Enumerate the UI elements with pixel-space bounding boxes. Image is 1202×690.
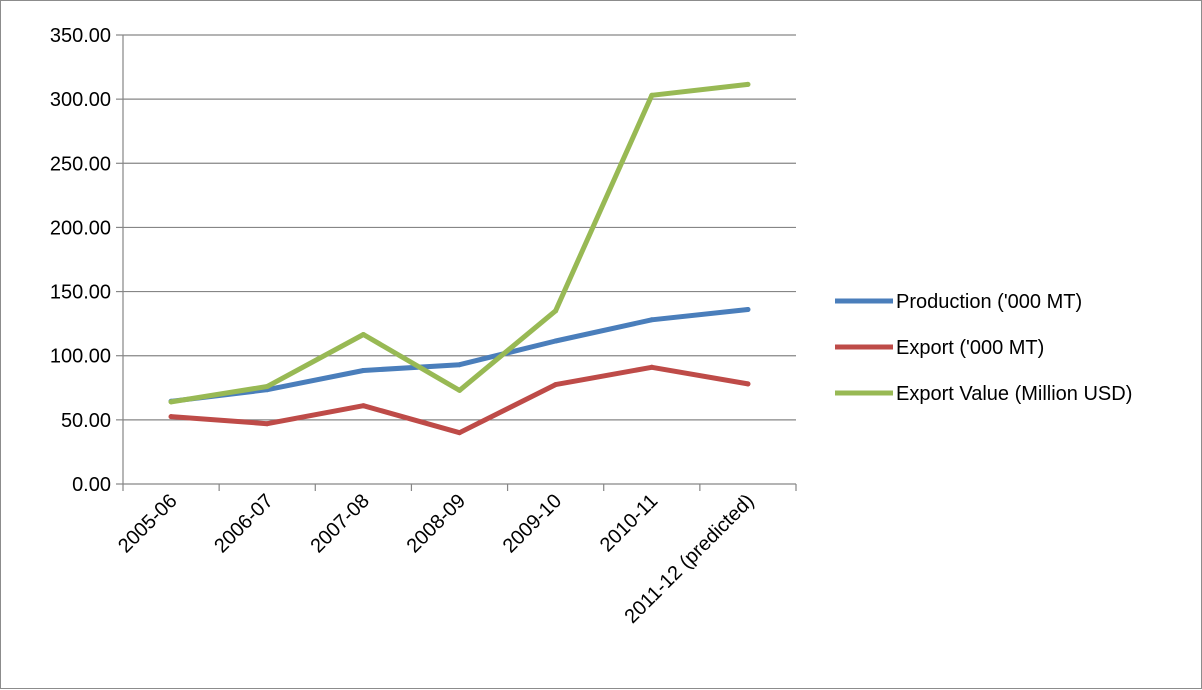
data-point — [264, 421, 270, 427]
y-tick-label: 300.00 — [50, 89, 111, 111]
data-point — [168, 399, 174, 405]
gridlines — [123, 34, 796, 421]
plot-series — [168, 81, 751, 436]
data-point — [649, 317, 655, 323]
y-tick-label: 350.00 — [50, 25, 111, 47]
x-tick-label: 2009-10 — [499, 490, 566, 557]
series-line-2 — [168, 364, 751, 436]
data-point — [745, 81, 751, 87]
y-tick-label: 50.00 — [61, 410, 111, 432]
legend-label: Production ('000 MT) — [896, 291, 1082, 313]
legend-label: Export Value (Million USD) — [896, 383, 1132, 405]
data-point — [553, 382, 559, 388]
data-point — [745, 307, 751, 313]
data-point — [264, 384, 270, 390]
y-tick-label: 200.00 — [50, 217, 111, 239]
data-point — [360, 403, 366, 409]
legend-label: Export ('000 MT) — [896, 337, 1044, 359]
y-axis-tick-labels: 0.00 50.00 100.00 150.00 200.00 250.00 300.00 3… — [50, 25, 111, 496]
data-point — [553, 338, 559, 344]
x-axis-tick-labels: 2005-06 2006-07 2007-08 2008-09 2009-10 2010-… — [114, 490, 758, 628]
x-tick-label: 2010-11 — [596, 490, 662, 556]
x-tick-label: 2008-09 — [403, 490, 470, 557]
data-point — [457, 430, 462, 436]
data-point — [360, 332, 366, 338]
y-tick-label: 250.00 — [50, 153, 111, 175]
y-tick-label: 100.00 — [50, 346, 111, 368]
data-point — [457, 387, 462, 393]
x-tick-label: 2007-08 — [306, 490, 373, 557]
data-point — [745, 381, 751, 387]
legend: Production ('000 MT) Export ('000 MT) Expo… — [835, 291, 1132, 405]
data-point — [360, 367, 366, 373]
x-tick-label: 2005-06 — [114, 490, 181, 557]
data-point — [457, 362, 462, 368]
y-tick-label: 150.00 — [50, 282, 111, 304]
axes — [116, 34, 797, 491]
data-point — [168, 414, 174, 420]
data-point — [553, 308, 559, 314]
data-point — [649, 92, 655, 98]
y-tick-label: 0.00 — [72, 474, 111, 496]
data-point — [649, 364, 655, 370]
series-line-3 — [168, 81, 751, 405]
x-tick-label: 2006-07 — [210, 490, 277, 557]
